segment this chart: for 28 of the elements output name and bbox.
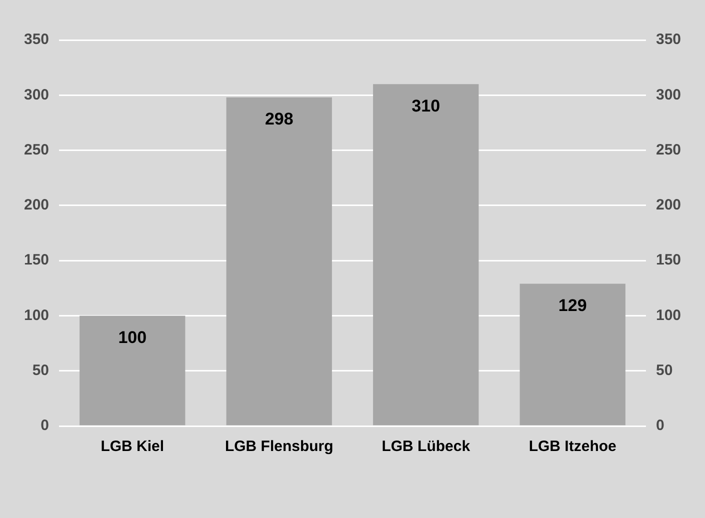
y2-tick-label: 50 bbox=[656, 362, 673, 379]
y-tick-label: 250 bbox=[24, 141, 50, 158]
y-tick-label: 0 bbox=[40, 417, 50, 434]
data-label: 100 bbox=[118, 328, 147, 347]
x-tick-label: LGB Kiel bbox=[100, 438, 164, 456]
bar bbox=[226, 97, 332, 426]
y-tick-label: 150 bbox=[24, 252, 50, 269]
y2-tick-label: 100 bbox=[656, 306, 682, 324]
data-label: 129 bbox=[558, 296, 587, 315]
x-tick-label: LGB Flensburg bbox=[224, 438, 334, 456]
y-tick-label: 350 bbox=[24, 31, 50, 48]
data-label: 310 bbox=[412, 96, 440, 116]
bar bbox=[520, 284, 626, 426]
bar bbox=[373, 84, 479, 426]
x-tick-label: LGB Lübeck bbox=[382, 438, 471, 456]
y-tick-label: 50 bbox=[32, 362, 50, 379]
y-tick-label: 100 bbox=[24, 306, 50, 324]
y2-tick-label: 250 bbox=[656, 141, 682, 158]
y-tick-label: 300 bbox=[24, 86, 50, 104]
x-tick-label: LGB Itzehoe bbox=[528, 438, 616, 456]
y2-tick-label: 200 bbox=[656, 196, 682, 214]
y2-tick-label: 150 bbox=[656, 252, 682, 269]
y2-tick-label: 300 bbox=[656, 86, 682, 104]
data-label: 298 bbox=[264, 110, 294, 129]
y2-tick-label: 0 bbox=[656, 417, 664, 434]
y-tick-label: 200 bbox=[24, 196, 50, 214]
y2-tick-label: 350 bbox=[656, 31, 682, 48]
bar bbox=[80, 316, 186, 426]
